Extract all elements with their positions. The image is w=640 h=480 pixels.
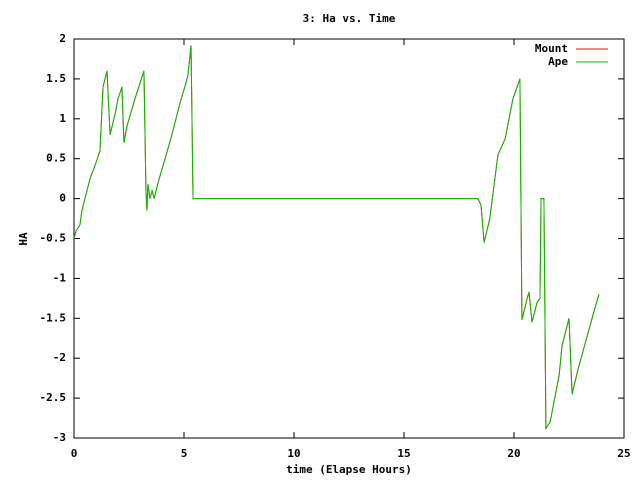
x-tick-label: 10	[287, 447, 300, 460]
x-tick-label: 5	[181, 447, 188, 460]
x-tick-label: 0	[71, 447, 78, 460]
legend-label: Ape	[548, 55, 568, 68]
data-line	[73, 45, 600, 431]
x-tick-label: 20	[507, 447, 520, 460]
y-tick-label: -0.5	[40, 232, 67, 245]
y-tick-label: 1	[59, 112, 66, 125]
y-tick-label: -1	[53, 271, 67, 284]
x-tick-label: 15	[397, 447, 410, 460]
y-tick-label: -2	[53, 351, 66, 364]
y-tick-label: -1.5	[40, 311, 67, 324]
y-tick-label: -2.5	[40, 391, 67, 404]
y-tick-label: 0	[59, 192, 66, 205]
y-tick-label: -3	[53, 431, 66, 444]
x-tick-label: 25	[617, 447, 630, 460]
legend-label: Mount	[535, 42, 568, 55]
x-axis-label: time (Elapse Hours)	[286, 463, 412, 476]
y-tick-label: 0.5	[46, 152, 66, 165]
chart-title: 3: Ha vs. Time	[303, 12, 396, 25]
y-axis-label: HA	[17, 232, 30, 246]
y-tick-label: 1.5	[46, 72, 66, 85]
plot-frame	[73, 38, 625, 439]
y-tick-label: 2	[59, 32, 66, 45]
